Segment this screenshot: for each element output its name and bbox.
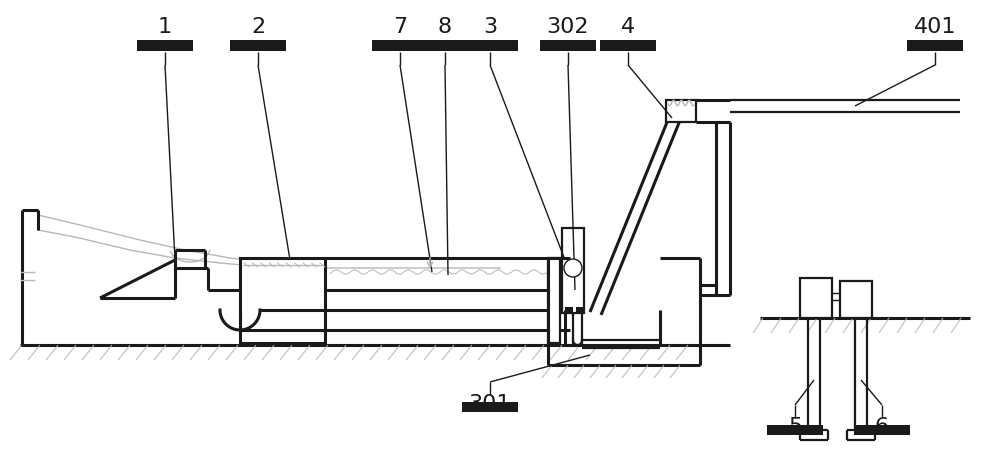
Bar: [600, 40, 656, 51]
Bar: [576, 307, 584, 312]
Bar: [240, 258, 325, 343]
Bar: [230, 40, 286, 51]
Text: 3: 3: [483, 17, 497, 37]
Bar: [372, 40, 428, 51]
Bar: [840, 281, 872, 318]
Bar: [548, 258, 560, 343]
Text: 8: 8: [438, 17, 452, 37]
Text: 301: 301: [469, 394, 511, 414]
Text: 401: 401: [914, 17, 956, 37]
Text: 4: 4: [621, 17, 635, 37]
Bar: [462, 40, 518, 51]
Bar: [907, 40, 963, 51]
Bar: [562, 228, 584, 313]
Text: 5: 5: [788, 417, 802, 437]
Text: 1: 1: [158, 17, 172, 37]
Bar: [800, 278, 832, 318]
Bar: [767, 425, 823, 435]
Text: 2: 2: [251, 17, 265, 37]
Bar: [417, 40, 473, 51]
Text: 7: 7: [393, 17, 407, 37]
Bar: [462, 402, 518, 412]
Bar: [137, 40, 193, 51]
Bar: [565, 307, 573, 312]
Text: 6: 6: [875, 417, 889, 437]
Bar: [540, 40, 596, 51]
Circle shape: [564, 259, 582, 277]
Bar: [666, 100, 696, 122]
Bar: [854, 425, 910, 435]
Text: 302: 302: [547, 17, 589, 37]
